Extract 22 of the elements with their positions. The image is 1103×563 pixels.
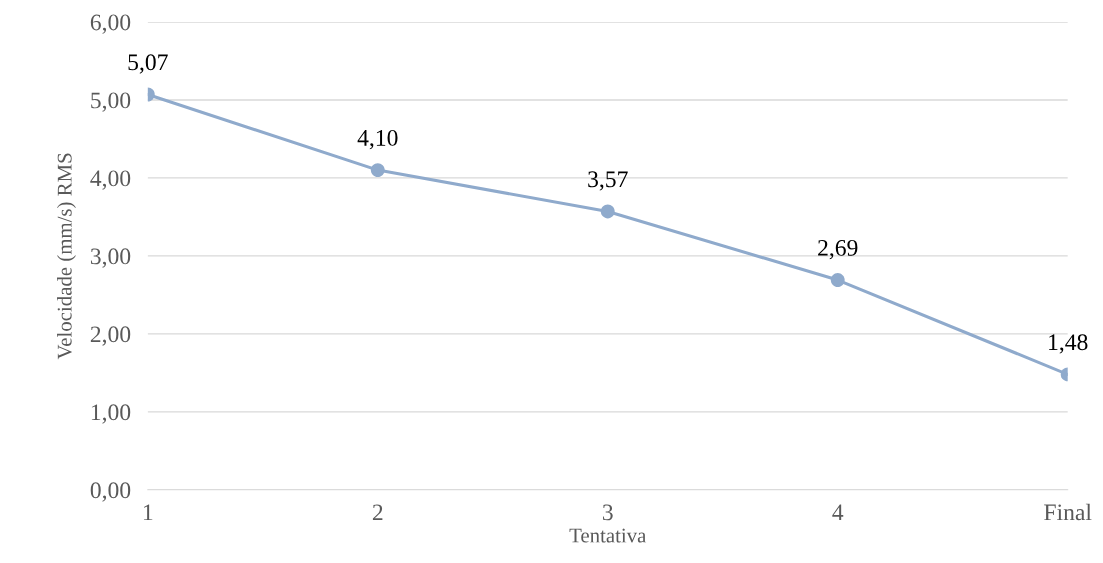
y-tick-label: 1,00 [91, 404, 131, 424]
data-label: 3,57 [588, 171, 628, 191]
point [830, 273, 845, 287]
y-axis-title: Velocidade (mm/s) RMS [57, 153, 76, 360]
point [370, 163, 385, 178]
y-tick-label: 2,00 [90, 326, 131, 346]
x-tick-label: 4 [832, 504, 844, 521]
data-label: 4,10 [357, 129, 398, 150]
data-label: 1,48 [1049, 334, 1088, 354]
x-tick-label: 1 [143, 504, 153, 521]
data-label: 2,69 [818, 239, 858, 260]
y-tick-label: 4,00 [90, 170, 131, 190]
y-tick-label: 5,00 [91, 92, 131, 112]
data-label: 5,07 [128, 54, 168, 74]
y-tick-label: 6,00 [90, 14, 131, 34]
point [600, 204, 615, 219]
x-tick-label: Final [1044, 503, 1092, 521]
y-tick-label: 3,00 [90, 248, 131, 268]
y-tick-label: 0,00 [90, 482, 131, 502]
x-axis-title: Tentativa [569, 528, 647, 543]
x-tick-label: 3 [602, 504, 613, 521]
x-tick-label: 2 [372, 504, 383, 521]
